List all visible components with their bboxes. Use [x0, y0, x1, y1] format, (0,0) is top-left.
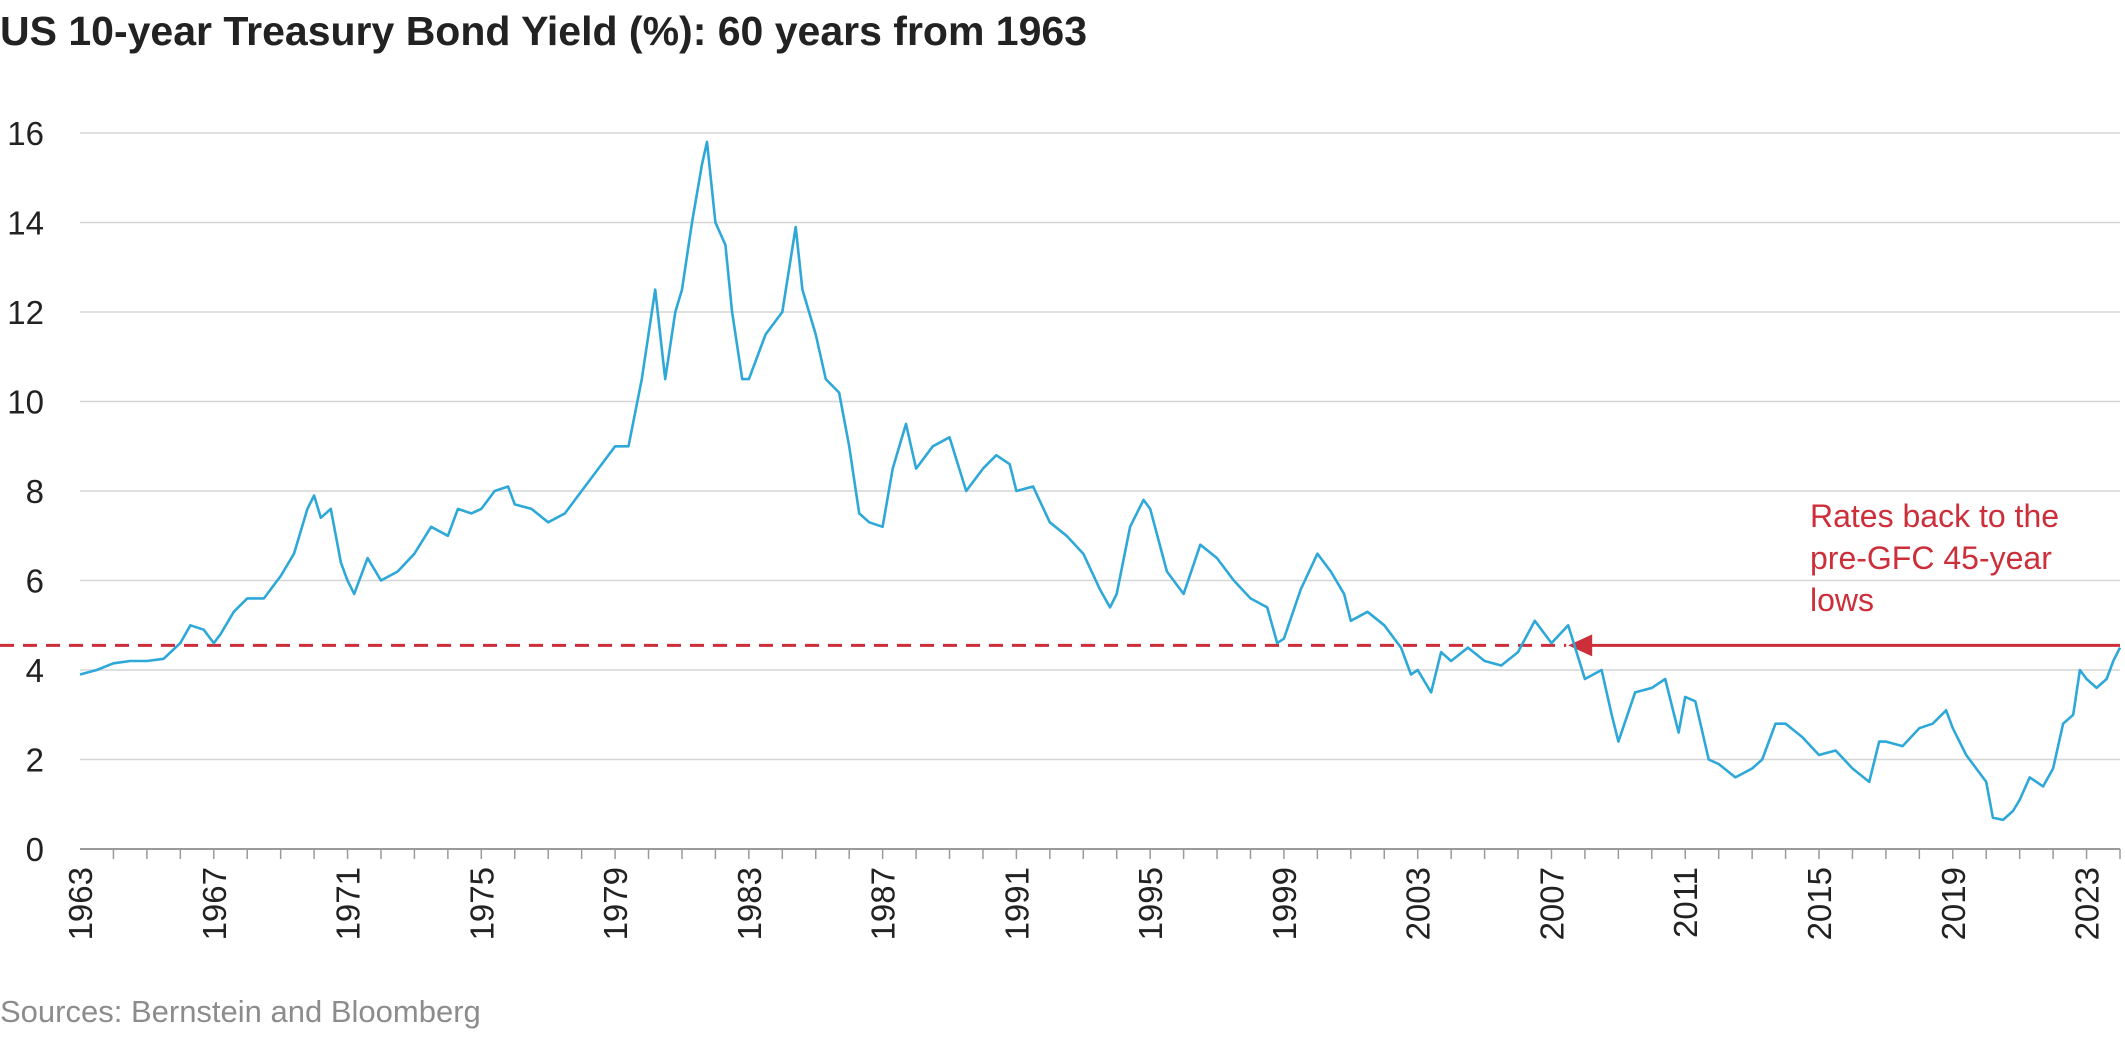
- y-tick-label-12: 12: [7, 294, 44, 331]
- series-line-0: [79, 140, 2122, 822]
- x-tick-label-2015: 2015: [1801, 867, 1838, 940]
- x-tick-label-1967: 1967: [196, 867, 233, 940]
- annotation-lines: [0, 634, 2120, 657]
- x-tick-label-2019: 2019: [1935, 867, 1972, 940]
- annotation-text: Rates back to the pre-GFC 45-year lows: [1810, 498, 2059, 618]
- x-tick-label-1963: 1963: [62, 867, 99, 940]
- x-tick-label-1975: 1975: [463, 867, 500, 940]
- y-tick-label-16: 16: [7, 115, 44, 152]
- chart-title: US 10-year Treasury Bond Yield (%): 60 y…: [0, 8, 1088, 54]
- annotation-line-3: lows: [1810, 582, 1874, 618]
- chart-source: Sources: Bernstein and Bloomberg: [0, 994, 481, 1029]
- arrow-head: [1568, 634, 1593, 657]
- y-tick-label-4: 4: [26, 652, 44, 689]
- x-tick-label-1979: 1979: [597, 867, 634, 940]
- x-tick-label-2023: 2023: [2069, 867, 2106, 940]
- x-axis: 1963 1967 1971 1975 1979 1983 1987 1991 1995 1999…: [62, 848, 2121, 940]
- y-tick-label-14: 14: [7, 205, 44, 242]
- x-tick-label-1971: 1971: [330, 867, 367, 940]
- y-axis: 0 2 4 6 8 10 12 14 16: [7, 115, 44, 868]
- x-tick-label-2003: 2003: [1400, 867, 1437, 940]
- annotation-line-2: pre-GFC 45-year: [1810, 540, 2052, 576]
- gridlines: [80, 132, 2120, 761]
- y-tick-label-8: 8: [26, 473, 44, 510]
- annotation-line-1: Rates back to the: [1810, 498, 2059, 534]
- x-tick-label-1987: 1987: [865, 867, 902, 940]
- series-layer: [79, 140, 2122, 822]
- x-tick-label-2007: 2007: [1533, 867, 1570, 940]
- x-tick-label-1999: 1999: [1266, 867, 1303, 940]
- y-tick-label-10: 10: [7, 384, 44, 421]
- y-tick-label-2: 2: [26, 742, 44, 779]
- x-tick-label-1991: 1991: [998, 867, 1035, 940]
- y-tick-label-0: 0: [26, 831, 44, 868]
- x-tick-label-2011: 2011: [1667, 867, 1704, 938]
- x-tick-label-1995: 1995: [1132, 867, 1169, 940]
- x-tick-label-1983: 1983: [731, 867, 768, 940]
- y-tick-label-6: 6: [26, 563, 44, 600]
